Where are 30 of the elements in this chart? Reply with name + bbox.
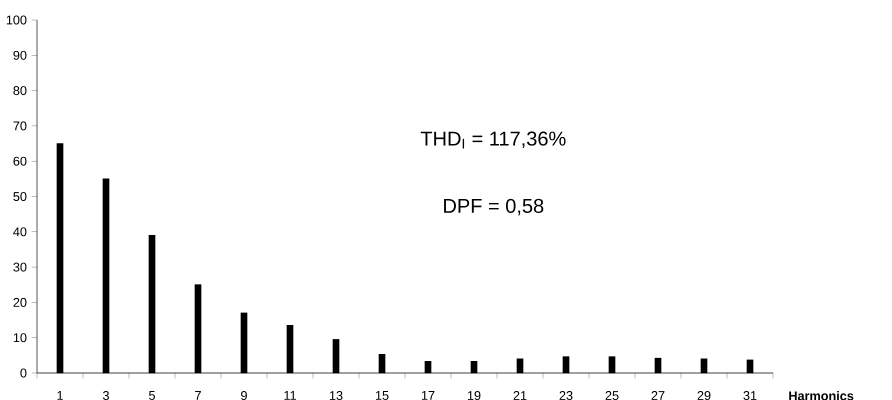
x-tick-label: 17 [422, 391, 434, 400]
x-tick-label: 25 [606, 391, 619, 400]
y-tick-label: 80 [13, 86, 26, 96]
x-tick-label: 31 [743, 391, 756, 400]
x-tick-label: 9 [241, 391, 247, 400]
x-tick-label: 29 [698, 391, 710, 400]
y-tick-label: 70 [14, 121, 26, 130]
x-tick-label: 27 [652, 391, 664, 400]
y-tick-label: 50 [13, 192, 26, 201]
y-tick-label: 40 [13, 227, 26, 236]
x-tick-label: 3 [102, 391, 109, 400]
x-tick-label: 15 [376, 391, 389, 400]
annotation: DPF = 0,58 [444, 198, 544, 216]
y-tick-label: 0 [20, 368, 26, 378]
y-tick-label: 100 [6, 16, 26, 24]
x-tick-label: 21 [514, 391, 526, 400]
x-tick-label: 19 [468, 391, 480, 400]
x-tick-label: 11 [284, 391, 296, 400]
y-tick-label: 60 [14, 156, 26, 166]
y-tick-label: 90 [13, 50, 26, 60]
x-tick-label: 23 [560, 391, 572, 400]
y-tick-label: 30 [13, 262, 26, 272]
x-axis-title: Harmonics [789, 391, 854, 400]
x-tick-label: 13 [330, 391, 342, 400]
x-tick-label: 7 [195, 391, 201, 400]
x-tick-label: 5 [148, 391, 156, 400]
annotation: THD$_{I}$ = 117,36% [420, 132, 566, 149]
x-tick-label: 1 [57, 391, 63, 400]
y-tick-label: 10 [14, 333, 26, 342]
y-tick-label: 20 [13, 298, 26, 307]
